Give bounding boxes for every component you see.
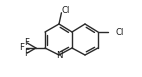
Text: F: F <box>25 38 30 47</box>
Text: Cl: Cl <box>61 6 70 15</box>
Text: F: F <box>25 49 30 58</box>
Text: N: N <box>56 51 62 60</box>
Text: F: F <box>19 44 24 53</box>
Text: Cl: Cl <box>115 27 123 36</box>
